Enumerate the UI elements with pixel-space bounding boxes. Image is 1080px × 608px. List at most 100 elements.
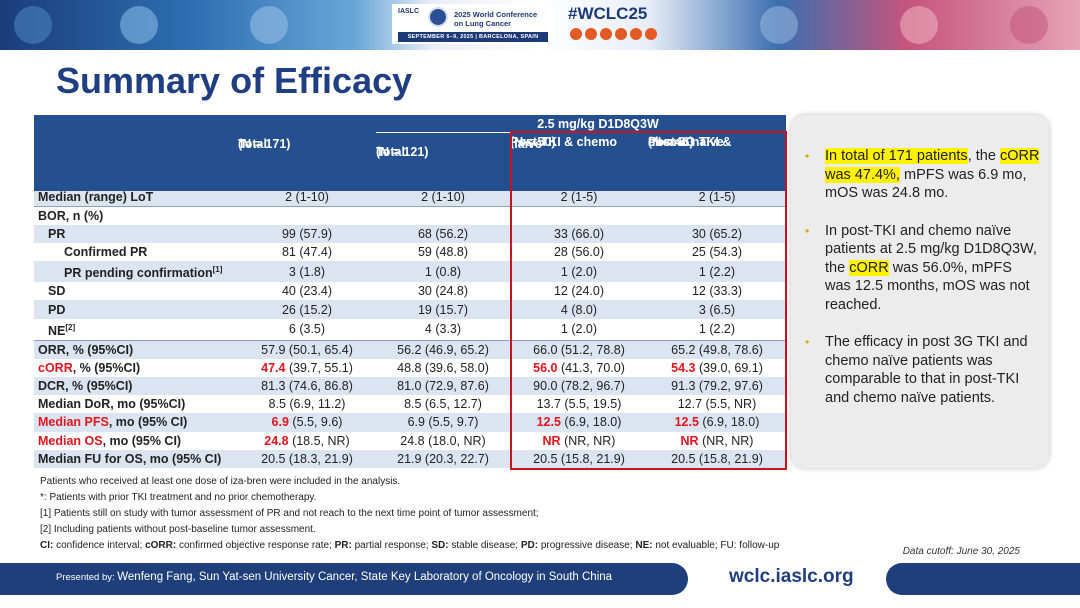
website-link[interactable]: wclc.iaslc.org	[729, 566, 854, 587]
table-cell: 81.0 (72.9, 87.6)	[376, 377, 510, 396]
cell-highlight: 56.0	[533, 360, 558, 375]
highlight-text: In total of 171 patients	[825, 148, 968, 164]
instagram-icon[interactable]	[615, 28, 627, 40]
x-icon[interactable]	[600, 28, 612, 40]
iaslc-logo-text: IASLC	[398, 8, 419, 15]
facebook-icon[interactable]	[570, 28, 582, 40]
table-row: PR pending confirmation[1] 3 (1.8) 1 (0.8)…	[34, 261, 786, 283]
table-cell: 2 (1-5)	[648, 187, 786, 207]
row-label: Median DoR, mo (95%CI)	[34, 395, 238, 413]
row-label: Confirmed PR	[34, 243, 238, 261]
row-label-text: PR	[48, 226, 66, 241]
conference-title-line1: 2025 World Conference	[454, 10, 538, 19]
table-cell: 3 (6.5)	[648, 300, 786, 319]
abbr-term: cORR:	[145, 540, 177, 551]
table-cell: 2 (1-5)	[510, 187, 648, 207]
cell-text: (NR, NR)	[560, 433, 616, 448]
table-cell: 81 (47.4)	[281, 245, 333, 260]
table-cell: 8.5 (6.5, 12.7)	[404, 397, 482, 412]
table-cell: 3 (1.8)	[238, 261, 376, 283]
cell-text: (6.9, 18.0)	[560, 415, 622, 430]
table-cell: 30 (24.8)	[417, 284, 469, 299]
cell-text: (6.9, 18.0)	[698, 415, 760, 430]
conference-title-line2: on Lung Cancer	[454, 19, 512, 28]
table-cell: 28 (56.0)	[553, 245, 605, 260]
row-label: Median (range) LoT	[34, 187, 238, 207]
cell-text: (39.0, 69.1)	[695, 360, 763, 375]
table-cell: 24.8 (18.5, NR)	[238, 432, 376, 450]
col-header-line: chemo naïve	[648, 135, 724, 149]
decor-circle	[900, 6, 938, 44]
table-cell: 48.8 (39.6, 58.0)	[376, 359, 510, 377]
youtube-icon[interactable]	[630, 28, 642, 40]
table-cell: 54.3 (39.0, 69.1)	[648, 359, 786, 377]
decor-circle	[250, 6, 288, 44]
table-cell	[510, 205, 648, 225]
bullet-text: mPFS was 6.9 mo, mOS was 24.8 mo.	[825, 166, 1027, 202]
abbr-definition: confidence interval;	[53, 540, 146, 551]
row-label-text: Confirmed PR	[64, 245, 148, 260]
table-cell: 99 (57.9)	[238, 224, 376, 243]
table-row: Median PFS, mo (95% CI) 6.9 (5.5, 9.6) 6.9…	[34, 413, 786, 432]
table-cell: 26 (15.2)	[238, 300, 376, 319]
col-header-line: (N = 50)	[510, 135, 556, 149]
conference-dates: SEPTEMBER 6–9, 2025 | BARCELONA, SPAIN	[398, 32, 548, 42]
summary-bullet: In total of 171 patients, the cORR was 4…	[801, 147, 1041, 203]
table-cell: 1 (2.0)	[560, 322, 598, 337]
col-header-text: naïve	[510, 137, 542, 152]
row-label-text: PR pending confirmation	[64, 266, 213, 281]
cell-text: 48.8 (39.6, 58.0)	[397, 360, 489, 375]
table-cell: 68 (56.2)	[376, 224, 510, 243]
footnotes: Patients who received at least one dose …	[40, 474, 779, 554]
abbr-term: CI:	[40, 540, 54, 551]
table-cell: 91.3 (79.2, 97.6)	[648, 377, 786, 396]
row-label: PR	[34, 224, 238, 243]
cell-text: (5.5, 9.6)	[288, 415, 343, 430]
table-cell: 6 (3.5)	[288, 322, 326, 337]
table-cell: 2 (1-10)	[376, 187, 510, 207]
row-label-text: Median FU for OS, mo (95% CI)	[38, 451, 222, 466]
table-cell: 21.9 (20.3, 22.7)	[376, 449, 510, 468]
table-cell: 19 (15.7)	[376, 300, 510, 319]
table-cell: 1 (2.2)	[648, 261, 786, 283]
row-label-highlight: Median OS	[38, 433, 103, 448]
table-row: Confirmed PR 81 (47.4) 59 (48.8) 28 (56.0) 2…	[34, 243, 786, 261]
footnote-line: [2] Including patients without post-base…	[40, 524, 316, 535]
footnote-line: Patients who received at least one dose …	[40, 476, 401, 487]
table-row: BOR, n (%)	[34, 205, 786, 225]
data-cutoff: Data cutoff: June 30, 2025	[902, 546, 1020, 557]
table-cell	[238, 205, 376, 225]
row-label: Median PFS, mo (95% CI)	[34, 413, 238, 432]
row-label-text: PD	[48, 302, 66, 317]
row-label-text: NE	[48, 323, 66, 338]
table-cell: 13.7 (5.5, 19.5)	[536, 397, 622, 412]
table-cell: 65.2 (49.8, 78.6)	[648, 339, 786, 359]
cell-text: (18.5, NR)	[288, 433, 350, 448]
table-row: DCR, % (95%CI) 81.3 (74.6, 86.8) 81.0 (72.…	[34, 377, 786, 396]
table-cell: 25 (54.3)	[691, 245, 743, 260]
footer-bar-right	[886, 563, 1080, 595]
cell-highlight: 54.3	[671, 360, 696, 375]
col-header-line: naïve*	[510, 133, 545, 153]
table-cell: 20.5 (15.8, 21.9)	[510, 449, 648, 468]
table-cell: 4 (3.3)	[424, 322, 462, 337]
decor-circle	[1010, 6, 1048, 44]
linkedin-icon[interactable]	[585, 28, 597, 40]
abbr-definition: progressive disease;	[538, 540, 636, 551]
presented-by-label: Presented by:	[56, 572, 118, 583]
table-cell: 12 (33.3)	[691, 284, 743, 299]
table-row: Median OS, mo (95% CI) 24.8 (18.5, NR) 24.…	[34, 432, 786, 450]
table-cell: 20.5 (15.8, 21.9)	[648, 449, 786, 468]
summary-bullet: In post-TKI and chemo naïve patients at …	[801, 222, 1041, 315]
row-label-text: SD	[48, 284, 66, 299]
decor-circle	[14, 6, 52, 44]
presenter-name: Wenfeng Fang, Sun Yat-sen University Can…	[117, 571, 613, 583]
cell-highlight: NR	[680, 433, 699, 448]
row-label: BOR, n (%)	[34, 205, 238, 225]
abbr-term: PR:	[334, 540, 352, 551]
row-label-text: ORR, % (95%CI)	[38, 342, 134, 357]
footnote-marker: [2]	[65, 322, 76, 332]
wechat-icon[interactable]	[645, 28, 657, 40]
table-cell: 59 (48.8)	[417, 245, 469, 260]
row-label: cORR, % (95%CI)	[34, 359, 238, 377]
